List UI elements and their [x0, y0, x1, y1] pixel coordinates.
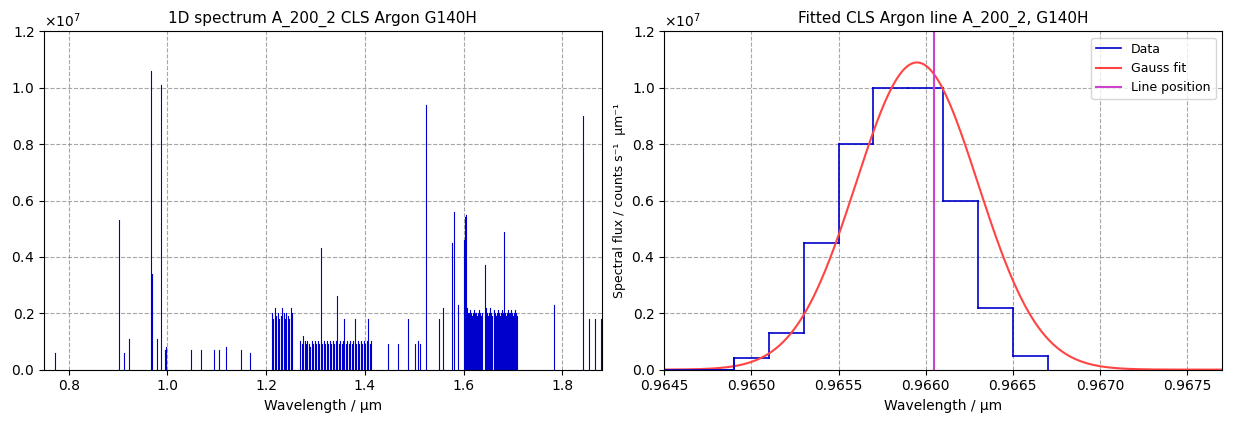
- Gauss fit: [959, 148, 974, 153]
- Gauss fit: [910, 60, 925, 65]
- Gauss fit: [657, 367, 672, 372]
- Line: Gauss fit: Gauss fit: [665, 62, 1222, 370]
- X-axis label: Wavelength / μm: Wavelength / μm: [884, 399, 1002, 413]
- Line position: [927, 367, 942, 372]
- Gauss fit: [1202, 367, 1217, 372]
- Gauss fit: [922, 67, 937, 72]
- Title: 1D spectrum A_200_2 CLS Argon G140H: 1D spectrum A_200_2 CLS Argon G140H: [169, 11, 477, 27]
- Y-axis label: Spectral flux / counts s⁻¹  μm⁻¹: Spectral flux / counts s⁻¹ μm⁻¹: [613, 103, 626, 298]
- Gauss fit: [990, 238, 1005, 243]
- Line position: [927, 367, 942, 372]
- Legend: Data, Gauss fit, Line position: Data, Gauss fit, Line position: [1091, 38, 1216, 99]
- Title: Fitted CLS Argon line A_200_2, G140H: Fitted CLS Argon line A_200_2, G140H: [798, 11, 1089, 27]
- Gauss fit: [1115, 366, 1129, 371]
- Gauss fit: [926, 71, 941, 76]
- X-axis label: Wavelength / μm: Wavelength / μm: [264, 399, 382, 413]
- Gauss fit: [1215, 367, 1229, 372]
